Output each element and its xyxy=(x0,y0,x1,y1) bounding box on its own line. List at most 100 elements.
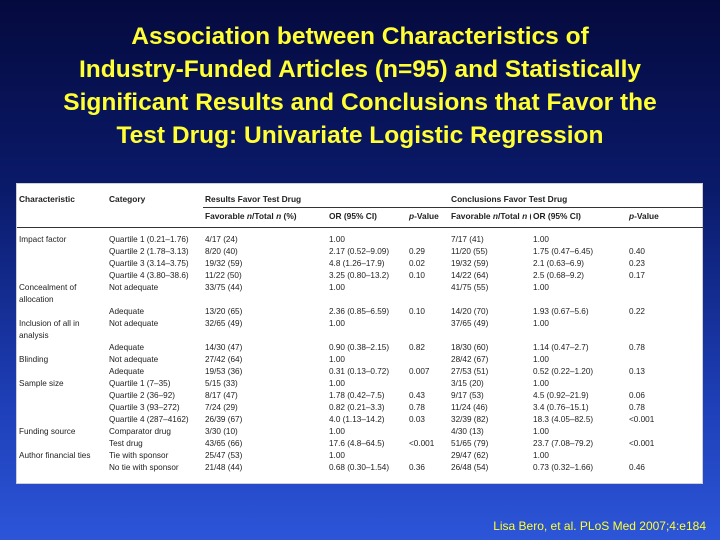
row-category: Comparator drug xyxy=(109,427,171,436)
row-category: No tie with sponsor xyxy=(109,463,179,472)
table-row: Author financial ties Tie with sponsor 25/… xyxy=(17,450,704,462)
row-results-favorable: 13/20 (65) xyxy=(205,307,243,316)
row-results-favorable: 27/42 (64) xyxy=(205,355,243,364)
row-results-or: 2.17 (0.52–9.09) xyxy=(329,247,390,256)
row-results-or: 1.00 xyxy=(329,427,345,436)
row-conclusions-favorable: 9/17 (53) xyxy=(451,391,484,400)
row-results-or: 0.82 (0.21–3.3) xyxy=(329,403,385,412)
row-conclusions-p xyxy=(627,318,704,330)
row-category: Quartile 2 (36–92) xyxy=(109,391,175,400)
row-conclusions-or: 1.00 xyxy=(533,427,549,436)
row-conclusions-favorable: 28/42 (67) xyxy=(451,355,489,364)
row-conclusions-or: 4.5 (0.92–21.9) xyxy=(533,391,589,400)
row-characteristic xyxy=(17,270,107,282)
row-conclusions-favorable: 11/20 (55) xyxy=(451,247,488,256)
row-category: Quartile 4 (3.80–38.6) xyxy=(109,271,189,280)
row-category: Quartile 4 (287–4162) xyxy=(109,415,189,424)
table-row: Sample size Quartile 1 (7–35) 5/15 (33) 1.0… xyxy=(17,378,704,390)
row-conclusions-p xyxy=(627,378,704,390)
row-conclusions-p xyxy=(627,426,704,438)
title-line: Significant Results and Conclusions that… xyxy=(63,89,657,116)
row-results-favorable xyxy=(203,330,327,342)
row-results-or: 1.00 xyxy=(329,283,345,292)
row-characteristic xyxy=(17,366,107,378)
table-row: analysis xyxy=(17,330,704,342)
row-category: Quartile 1 (7–35) xyxy=(109,379,171,388)
row-results-p xyxy=(407,378,449,390)
table-body: Impact factor Quartile 1 (0.21–1.76) 4/17 … xyxy=(17,228,704,475)
row-conclusions-p: 0.78 xyxy=(629,343,645,352)
row-results-favorable: 4/17 (24) xyxy=(205,235,238,244)
row-conclusions-p xyxy=(627,354,704,366)
row-results-p xyxy=(407,282,449,294)
row-results-p: 0.82 xyxy=(409,343,425,352)
row-results-favorable: 7/24 (29) xyxy=(205,403,238,412)
row-category: Not adequate xyxy=(109,355,159,364)
row-conclusions-favorable: 37/65 (49) xyxy=(451,319,489,328)
row-category: Quartile 2 (1.78–3.13) xyxy=(109,247,189,256)
row-results-p: 0.10 xyxy=(409,307,425,316)
table-row: Quartile 2 (36–92) 8/17 (47) 1.78 (0.42–7.… xyxy=(17,390,704,402)
row-results-or: 1.78 (0.42–7.5) xyxy=(329,391,385,400)
row-results-or: 1.00 xyxy=(329,235,345,244)
row-conclusions-favorable: 11/24 (46) xyxy=(451,403,488,412)
row-results-or xyxy=(327,294,407,306)
row-category xyxy=(107,294,203,306)
row-characteristic: allocation xyxy=(19,295,54,304)
row-conclusions-p xyxy=(627,282,704,294)
row-results-favorable: 14/30 (47) xyxy=(205,343,243,352)
row-results-p: 0.02 xyxy=(409,259,425,268)
row-conclusions-favorable: 3/15 (20) xyxy=(451,379,484,388)
row-results-favorable: 25/47 (53) xyxy=(205,451,243,460)
row-results-or: 4.0 (1.13–14.2) xyxy=(329,415,385,424)
row-conclusions-p xyxy=(627,330,704,342)
row-results-p: 0.43 xyxy=(409,391,425,400)
row-results-favorable: 33/75 (44) xyxy=(205,283,243,292)
row-conclusions-favorable: 27/53 (51) xyxy=(451,367,489,376)
row-conclusions-favorable: 4/30 (13) xyxy=(451,427,484,436)
row-conclusions-or: 1.93 (0.67–5.6) xyxy=(533,307,589,316)
header-conclusions-p: p-Value xyxy=(627,207,705,228)
row-results-favorable: 43/65 (66) xyxy=(205,439,243,448)
table-row: Blinding Not adequate 27/42 (64) 1.00 28/42 … xyxy=(17,354,704,366)
row-results-p xyxy=(407,294,449,306)
title-line: Industry-Funded Articles (n=95) and Stat… xyxy=(78,56,642,83)
table-row: Funding source Comparator drug 3/30 (10) 1.… xyxy=(17,426,704,438)
table-row: Quartile 3 (93–272) 7/24 (29) 0.82 (0.21–3… xyxy=(17,402,704,414)
row-results-favorable: 21/48 (44) xyxy=(205,463,243,472)
row-results-p xyxy=(407,228,449,247)
header-characteristic: Characteristic xyxy=(19,194,75,205)
row-characteristic: Blinding xyxy=(19,355,49,364)
row-characteristic: Sample size xyxy=(19,379,64,388)
row-characteristic xyxy=(17,306,107,318)
row-results-favorable: 19/53 (36) xyxy=(205,367,243,376)
table-row: Impact factor Quartile 1 (0.21–1.76) 4/17 … xyxy=(17,228,704,247)
row-conclusions-p: 0.23 xyxy=(629,259,645,268)
row-characteristic xyxy=(17,462,107,474)
row-conclusions-favorable: 14/20 (70) xyxy=(451,307,489,316)
row-results-favorable: 26/39 (67) xyxy=(205,415,243,424)
header-conclusions-or: OR (95% CI) xyxy=(531,207,628,228)
row-characteristic xyxy=(17,402,107,414)
row-conclusions-p xyxy=(627,450,704,462)
row-results-p xyxy=(407,330,449,342)
row-results-favorable: 3/30 (10) xyxy=(205,427,238,436)
row-conclusions-p: <0.001 xyxy=(629,439,655,448)
row-category: Adequate xyxy=(109,343,145,352)
table-row: allocation xyxy=(17,294,704,306)
row-category: Quartile 3 (93–272) xyxy=(109,403,180,412)
row-conclusions-favorable: 32/39 (82) xyxy=(451,415,489,424)
row-conclusions-favorable: 19/32 (59) xyxy=(451,259,489,268)
row-conclusions-or: 1.00 xyxy=(533,355,549,364)
table-row: Adequate 14/30 (47) 0.90 (0.38–2.15) 0.82 18… xyxy=(17,342,704,354)
row-category: Tie with sponsor xyxy=(109,451,169,460)
row-results-or: 17.6 (4.8–64.5) xyxy=(329,439,385,448)
row-results-or: 2.36 (0.85–6.59) xyxy=(329,307,390,316)
table-row: Adequate 19/53 (36) 0.31 (0.13–0.72) 0.007 2… xyxy=(17,366,704,378)
row-results-p: 0.03 xyxy=(409,415,425,424)
row-conclusions-p: <0.001 xyxy=(629,415,655,424)
row-conclusions-favorable: 18/30 (60) xyxy=(451,343,489,352)
row-characteristic xyxy=(17,258,107,270)
row-results-p xyxy=(407,426,449,438)
row-results-or: 0.68 (0.30–1.54) xyxy=(329,463,390,472)
